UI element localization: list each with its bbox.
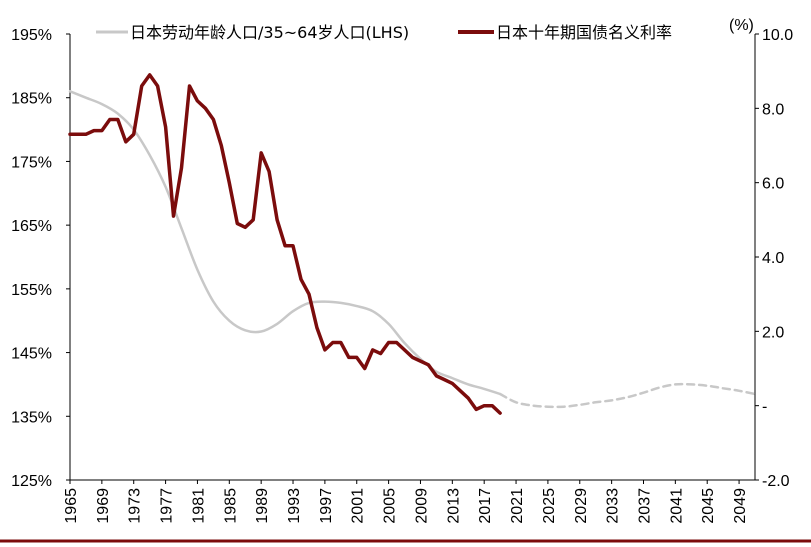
left-tick-label: 185% [11, 91, 52, 108]
left-tick-label: 125% [11, 473, 52, 490]
left-tick-label: 175% [11, 154, 52, 171]
x-tick-label: 2029 [573, 488, 590, 524]
x-tick-label: 2033 [605, 488, 622, 524]
right-tick-label: 2.0 [762, 324, 784, 341]
x-tick-label: 2049 [732, 488, 749, 524]
legend-label-labor-ratio: 日本劳动年龄人口/35~64岁人口(LHS) [130, 23, 409, 42]
x-tick-label: 1965 [63, 488, 80, 524]
axes [69, 34, 756, 481]
x-tick-label: 1973 [127, 488, 144, 524]
right-tick-label: 8.0 [762, 101, 784, 118]
right-tick-label: 4.0 [762, 250, 784, 267]
x-tick-label: 2045 [700, 488, 717, 524]
right-tick-label: 6.0 [762, 176, 784, 193]
x-tick-label: 2021 [509, 488, 526, 524]
labor-ratio-forecast-line [498, 382, 757, 409]
x-tick-label: 2037 [636, 488, 653, 524]
x-tick-label: 1977 [159, 488, 176, 524]
x-tick-label: 1981 [190, 488, 207, 524]
x-tick-label: 1985 [222, 488, 239, 524]
x-tick-label: 1969 [95, 488, 112, 524]
right-tick-label: -2.0 [762, 473, 790, 490]
x-tick-label: 1989 [254, 488, 271, 524]
series-lines [68, 73, 757, 415]
x-tick-label: 2013 [445, 488, 462, 524]
x-tick-label: 2025 [541, 488, 558, 524]
x-tick-label: 2009 [413, 488, 430, 524]
left-tick-label: 145% [11, 346, 52, 363]
x-tick-label: 1993 [286, 488, 303, 524]
x-tick-label: 2001 [350, 488, 367, 524]
right-axis-ticks: -2.0-2.04.06.08.010.0 [755, 27, 793, 490]
x-tick-label: 2005 [382, 488, 399, 524]
legend-label-jgb-yield: 日本十年期国债名义利率 [496, 23, 672, 42]
left-tick-label: 135% [11, 409, 52, 426]
left-tick-label: 165% [11, 218, 52, 235]
jgb-yield-line [68, 73, 502, 415]
x-tick-label: 2041 [668, 488, 685, 524]
right-tick-label: 10.0 [762, 27, 793, 44]
legend: 日本劳动年龄人口/35~64岁人口(LHS) 日本十年期国债名义利率 [96, 23, 672, 42]
x-tick-label: 1997 [318, 488, 335, 524]
left-tick-label: 195% [11, 27, 52, 44]
left-tick-label: 155% [11, 282, 52, 299]
right-tick-label: - [762, 399, 767, 416]
left-axis-ticks: 125% 135% 145% 155% 165% 175% 185% 195% [11, 27, 70, 490]
x-tick-label: 2017 [477, 488, 494, 524]
x-axis-ticks: 1965 1969 1973 1977 1981 1985 1989 1993 1997 2001… [63, 480, 749, 524]
right-axis-unit: (%) [729, 17, 754, 34]
